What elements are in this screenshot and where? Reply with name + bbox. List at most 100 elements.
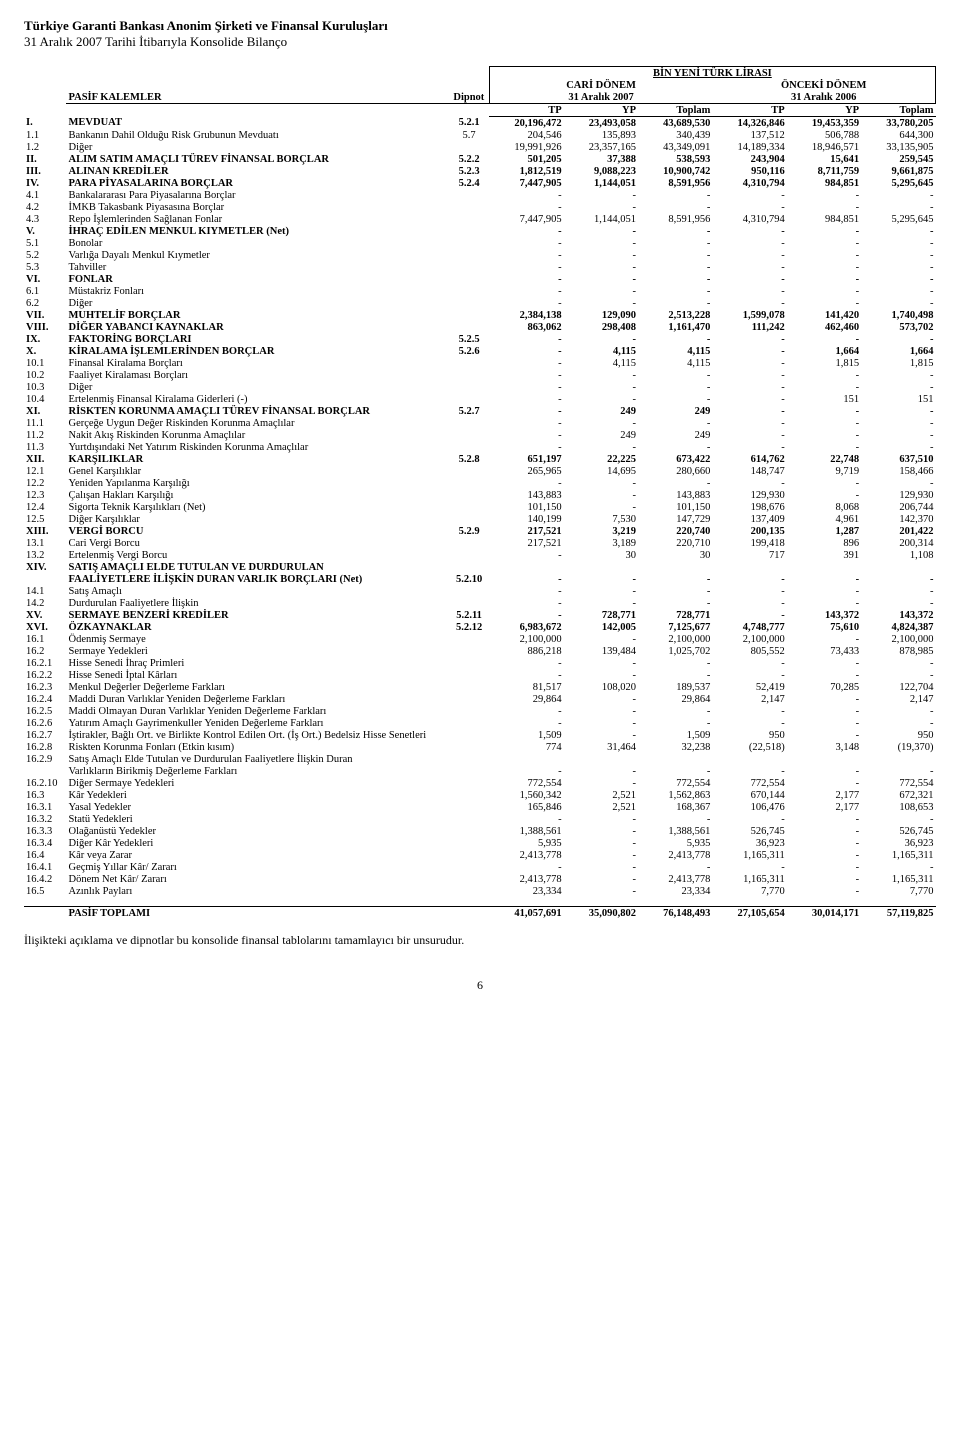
row-code [24,765,66,777]
row-code: 16.4.2 [24,873,66,885]
row-tp: 217,521 [489,525,563,537]
row-tot: 168,367 [638,801,712,813]
row-ptot: 142,370 [861,513,935,525]
table-row: 16.2.6Yatırım Amaçlı Gayrimenkuller Yeni… [24,717,936,729]
table-row: XII.KARŞILIKLAR5.2.8651,19722,225673,422… [24,453,936,465]
row-desc: Diğer Karşılıklar [66,513,448,525]
row-tot: - [638,573,712,585]
row-ptot: 200,314 [861,537,935,549]
row-tp: - [489,417,563,429]
row-tot: - [638,273,712,285]
row-ptot: - [861,477,935,489]
row-desc: PARA PİYASALARINA BORÇLAR [66,177,448,189]
row-yp: - [564,837,638,849]
table-row: III.ALINAN KREDİLER5.2.31,812,5199,088,2… [24,165,936,177]
row-ptp: 36,923 [712,837,786,849]
row-ptot: 201,422 [861,525,935,537]
row-pyp: - [787,477,861,489]
row-ptp: 14,189,334 [712,141,786,153]
row-desc: ALIM SATIM AMAÇLI TÜREV FİNANSAL BORÇLAR [66,153,448,165]
balance-sheet-table: BİN YENİ TÜRK LİRASI CARİ DÖNEM ÖNCEKİ D… [24,66,936,919]
row-note [449,513,489,525]
row-pyp: - [787,693,861,705]
row-note [449,753,489,765]
row-tp: - [489,441,563,453]
row-ptot: 637,510 [861,453,935,465]
row-ptp: - [712,609,786,621]
row-yp: 139,484 [564,645,638,657]
row-note [449,789,489,801]
row-ptot: - [861,705,935,717]
row-tp: 651,197 [489,453,563,465]
row-code: 10.4 [24,393,66,405]
row-code: VIII. [24,321,66,333]
row-tp: - [489,273,563,285]
row-desc: İMKB Takasbank Piyasasına Borçlar [66,201,448,213]
row-pyp: - [787,405,861,417]
table-row: 16.3.4Diğer Kâr Yedekleri5,935-5,93536,9… [24,837,936,849]
table-row: XIII.VERGİ BORCU5.2.9217,5213,219220,740… [24,525,936,537]
row-ptp: 2,147 [712,693,786,705]
row-note [449,717,489,729]
row-ptot: - [861,717,935,729]
row-tot: 5,935 [638,837,712,849]
row-note: 5.2.9 [449,525,489,537]
row-ptot: - [861,657,935,669]
row-tp: 2,413,778 [489,849,563,861]
row-ptot: - [861,861,935,873]
row-tp: 217,521 [489,537,563,549]
row-yp: 14,695 [564,465,638,477]
table-row: 4.1Bankalararası Para Piyasalarına Borçl… [24,189,936,201]
row-note [449,861,489,873]
row-code: 10.3 [24,381,66,393]
row-ptp: 111,242 [712,321,786,333]
row-ptot: 108,653 [861,801,935,813]
row-tot: 30 [638,549,712,561]
row-yp: 135,893 [564,129,638,141]
row-tot: 10,900,742 [638,165,712,177]
row-ptp: - [712,813,786,825]
row-tp: - [489,813,563,825]
col-tp-prior: TP [712,104,786,117]
row-desc: Cari Vergi Borcu [66,537,448,549]
row-pyp: - [787,669,861,681]
row-yp: 2,521 [564,789,638,801]
row-ptot: 1,740,498 [861,309,935,321]
row-note [449,441,489,453]
row-pyp: - [787,441,861,453]
row-pyp: 151 [787,393,861,405]
row-tp: - [489,717,563,729]
row-code: 12.3 [24,489,66,501]
row-tot: 143,883 [638,489,712,501]
table-row: 1.1Bankanın Dahil Olduğu Risk Grubunun M… [24,129,936,141]
table-row: XI.RİSKTEN KORUNMA AMAÇLI TÜREV FİNANSAL… [24,405,936,417]
row-ptot: 259,545 [861,153,935,165]
row-ptp: - [712,717,786,729]
table-row: FAALİYETLERE İLİŞKİN DURAN VARLIK BORÇLA… [24,573,936,585]
table-row: VII.MUHTELİF BORÇLAR2,384,138129,0902,51… [24,309,936,321]
table-row: 14.2Durdurulan Faaliyetlere İlişkin-----… [24,597,936,609]
row-code: 1.2 [24,141,66,153]
row-tot: 4,115 [638,345,712,357]
table-row: 16.2.2Hisse Senedi İptal Kârları------ [24,669,936,681]
row-yp: - [564,657,638,669]
row-code: 16.3.4 [24,837,66,849]
row-desc: Müstakriz Fonları [66,285,448,297]
row-desc: Ertelenmiş Finansal Kiralama Giderleri (… [66,393,448,405]
table-row: 1.2Diğer19,991,92623,357,16543,349,09114… [24,141,936,153]
row-code: II. [24,153,66,165]
row-tp: - [489,333,563,345]
row-pyp: 3,148 [787,741,861,753]
row-tp: 19,991,926 [489,141,563,153]
row-desc: Kâr Yedekleri [66,789,448,801]
row-pyp: - [787,417,861,429]
table-row: 6.1Müstakriz Fonları------ [24,285,936,297]
row-note: 5.2.1 [449,117,489,130]
row-tp: - [489,405,563,417]
row-tot: - [638,201,712,213]
row-desc: KARŞILIKLAR [66,453,448,465]
row-yp: - [564,633,638,645]
row-code: 16.2 [24,645,66,657]
row-tot: 2,100,000 [638,633,712,645]
total-tp: 41,057,691 [489,907,563,920]
